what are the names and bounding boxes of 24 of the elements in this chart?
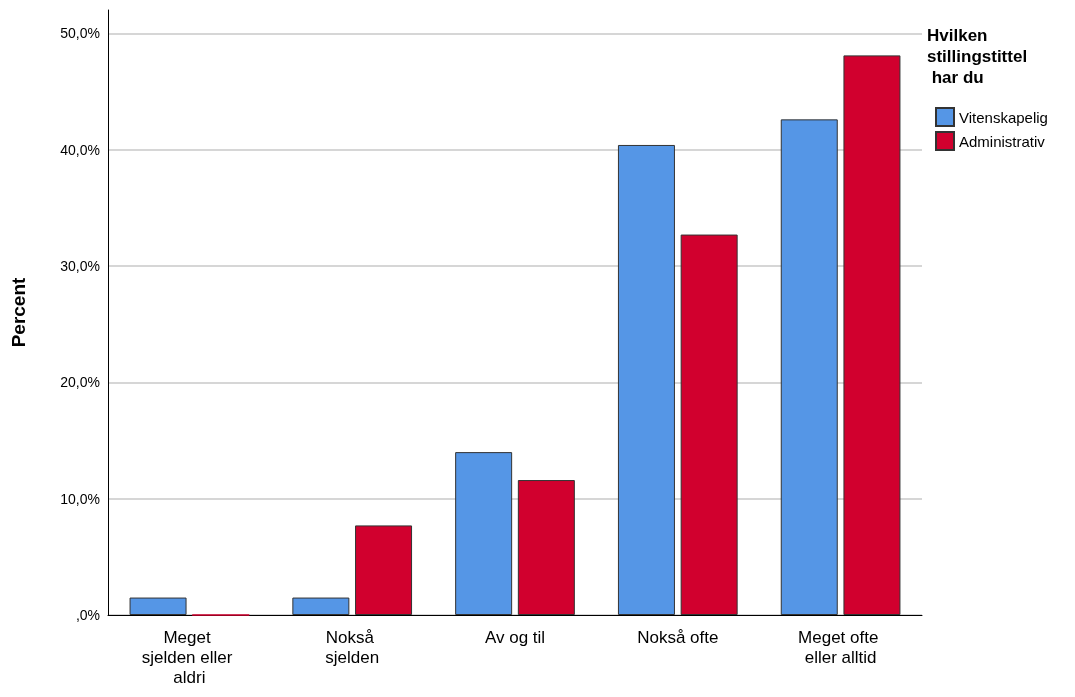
- x-tick-label: Av og til: [484, 627, 546, 647]
- x-tick-label: Meget sjelden eller aldri: [141, 627, 238, 687]
- y-axis-title: Percent: [8, 276, 29, 348]
- x-tick-label: Nokså sjelden: [325, 627, 380, 667]
- legend-title: Hvilken stillingstittel har du: [927, 26, 1028, 87]
- bar: [517, 480, 575, 615]
- x-tick-label: Meget ofte eller alltid: [798, 627, 884, 667]
- y-tick-label: 50,0%: [60, 25, 100, 42]
- y-tick-label: ,0%: [75, 607, 100, 623]
- legend-label: Vitenskapelig: [959, 108, 1048, 126]
- bar: [355, 525, 413, 615]
- y-tick-label: 10,0%: [60, 490, 100, 507]
- bar: [617, 144, 675, 615]
- x-tick-label: Nokså ofte: [637, 627, 719, 647]
- bar: [843, 55, 901, 615]
- y-tick-label: 20,0%: [60, 374, 100, 391]
- bar: [680, 234, 738, 615]
- bar: [129, 597, 187, 615]
- bar: [780, 119, 838, 615]
- bar: [455, 452, 513, 615]
- y-tick-label: 30,0%: [60, 257, 100, 274]
- legend-label: Administrativ: [959, 132, 1046, 150]
- bar: [292, 597, 350, 615]
- y-tick-label: 40,0%: [60, 141, 100, 158]
